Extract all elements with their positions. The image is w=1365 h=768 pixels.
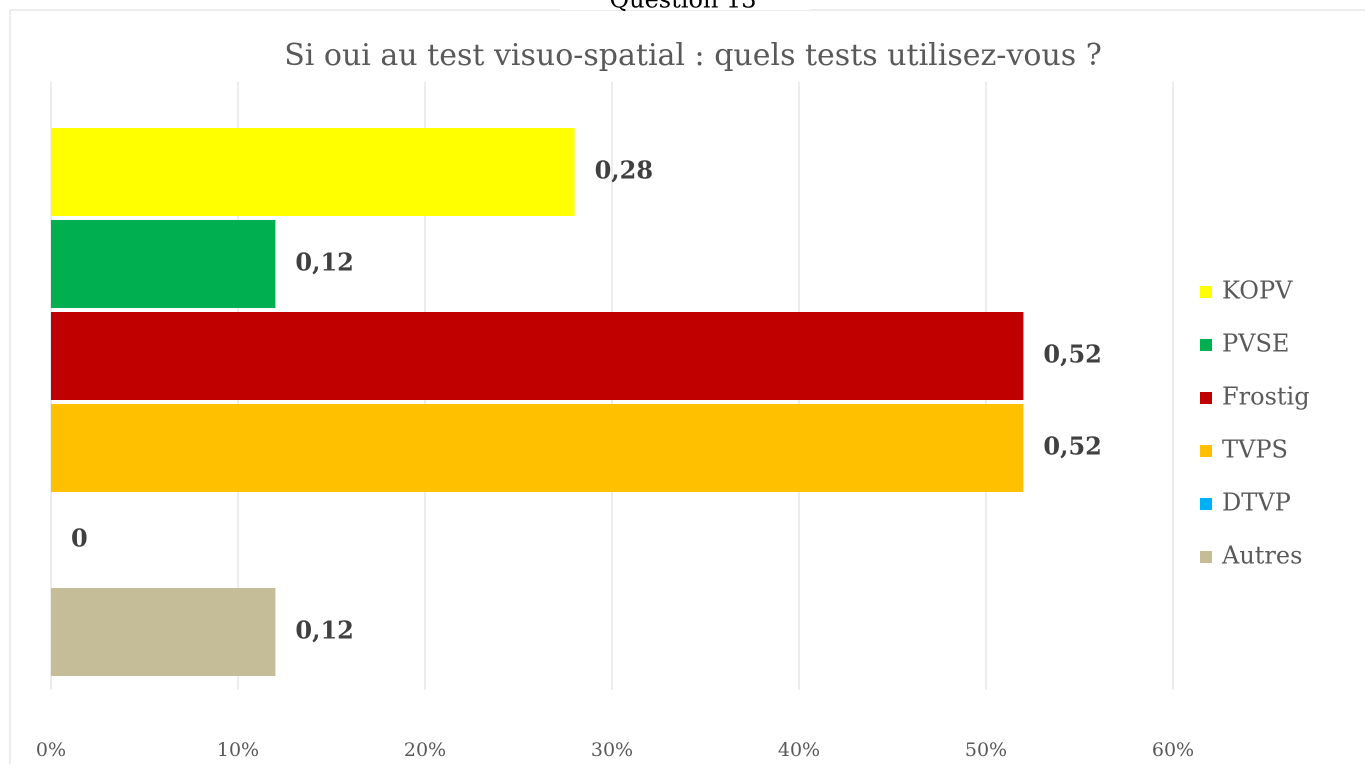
legend-swatch	[1200, 551, 1212, 563]
chart-title: Si oui au test visuo-spatial : quels tes…	[284, 38, 1102, 73]
x-tick-label: 40%	[778, 739, 820, 761]
data-label: 0,28	[595, 156, 653, 185]
x-tick-label: 30%	[591, 739, 633, 761]
data-label: 0,52	[1043, 340, 1101, 369]
legend-swatch	[1200, 286, 1212, 298]
x-tick-label: 0%	[36, 739, 66, 761]
legend-label: Autres	[1221, 542, 1302, 570]
x-tick-label: 20%	[404, 739, 446, 761]
heading-backdrop	[560, 0, 810, 10]
bar	[51, 404, 1024, 492]
legend-swatch	[1200, 445, 1212, 457]
legend-label: KOPV	[1222, 277, 1293, 305]
legend-label: PVSE	[1222, 330, 1289, 358]
bar	[51, 128, 575, 216]
bar	[51, 312, 1024, 400]
legend-label: Frostig	[1222, 383, 1310, 411]
heading: Question 13	[609, 0, 756, 14]
data-label: 0,12	[295, 616, 353, 645]
x-tick-label: 10%	[217, 739, 259, 761]
data-label: 0,52	[1043, 432, 1101, 461]
data-label: 0,12	[295, 248, 353, 277]
x-tick-label: 50%	[965, 739, 1007, 761]
data-label: 0	[71, 524, 88, 553]
legend-label: DTVP	[1222, 489, 1291, 517]
bar	[51, 220, 276, 308]
legend-swatch	[1200, 498, 1212, 510]
x-tick-label: 60%	[1152, 739, 1194, 761]
legend-swatch	[1200, 392, 1212, 404]
legend-label: TVPS	[1222, 436, 1288, 464]
bar	[51, 588, 276, 676]
legend-swatch	[1200, 339, 1212, 351]
